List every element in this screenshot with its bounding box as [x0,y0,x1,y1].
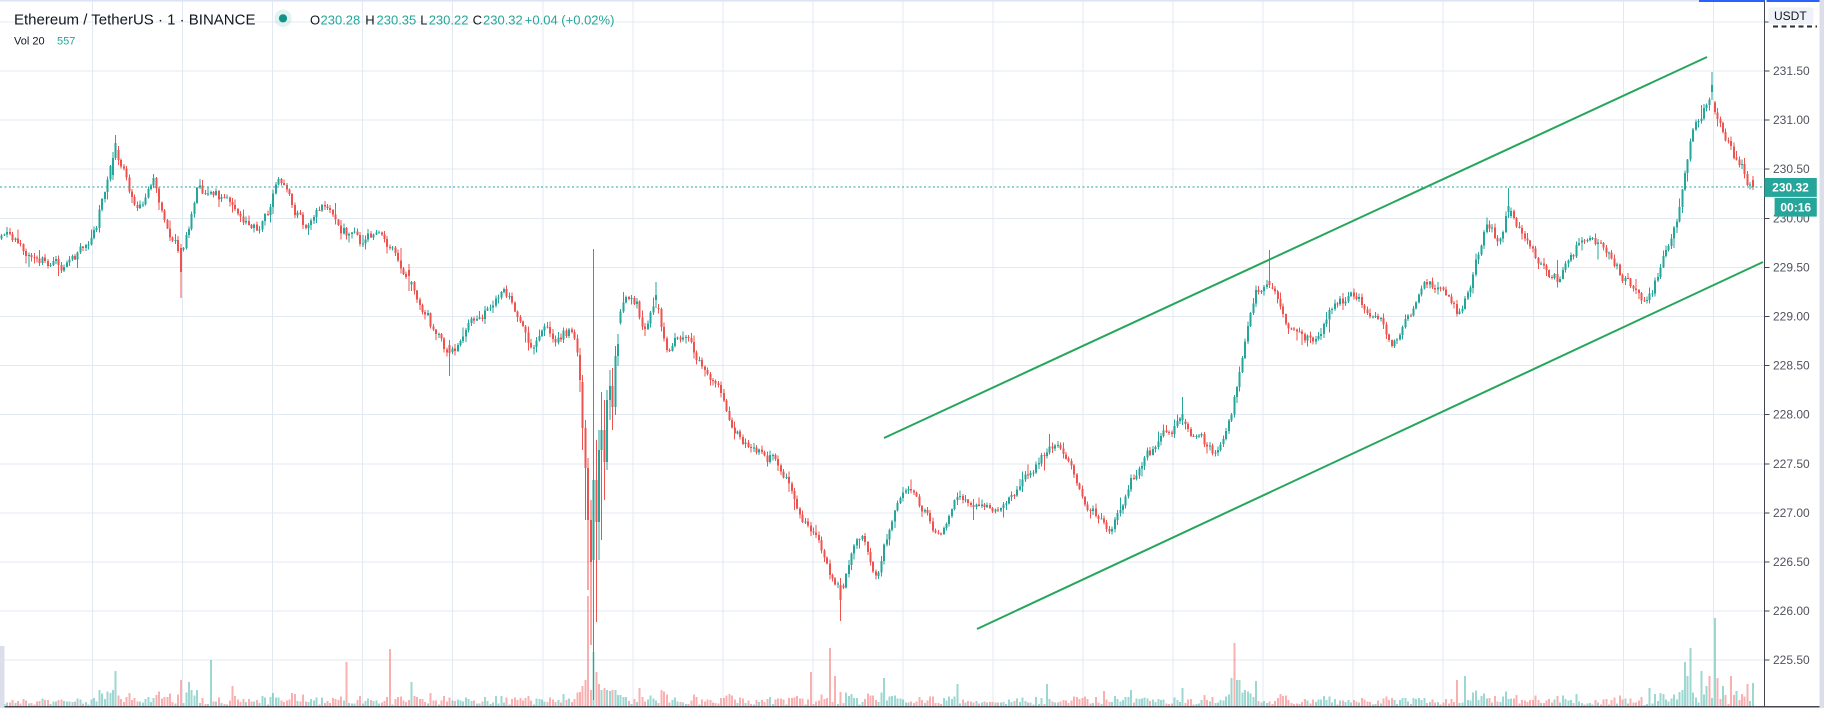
svg-text:+0.04 (+0.02%): +0.04 (+0.02%) [525,13,615,28]
svg-text:228.50: 228.50 [1773,359,1810,373]
svg-text:557: 557 [57,36,75,48]
svg-text:L: L [420,13,427,28]
svg-text:229.00: 229.00 [1773,310,1810,324]
svg-text:230.22: 230.22 [429,13,469,28]
svg-text:231.50: 231.50 [1773,64,1810,78]
svg-text:226.00: 226.00 [1773,604,1810,618]
svg-text:O: O [310,13,320,28]
svg-text:228.00: 228.00 [1773,408,1810,422]
svg-text:229.50: 229.50 [1773,260,1810,274]
svg-text:230.28: 230.28 [321,13,361,28]
svg-text:Vol 20: Vol 20 [14,36,45,48]
svg-text:230.50: 230.50 [1773,162,1810,176]
svg-text:USDT: USDT [1774,9,1807,23]
svg-text:230.32: 230.32 [1772,181,1809,195]
svg-text:00:16: 00:16 [1780,200,1811,214]
svg-text:227.00: 227.00 [1773,506,1810,520]
svg-text:227.50: 227.50 [1773,457,1810,471]
svg-text:Ethereum / TetherUS · 1 · BINA: Ethereum / TetherUS · 1 · BINANCE [14,12,255,29]
svg-text:231.00: 231.00 [1773,113,1810,127]
svg-text:226.50: 226.50 [1773,555,1810,569]
svg-text:225.50: 225.50 [1773,653,1810,667]
svg-text:230.32: 230.32 [483,13,523,28]
svg-text:C: C [473,13,482,28]
svg-text:230.35: 230.35 [377,13,417,28]
svg-text:H: H [365,13,374,28]
